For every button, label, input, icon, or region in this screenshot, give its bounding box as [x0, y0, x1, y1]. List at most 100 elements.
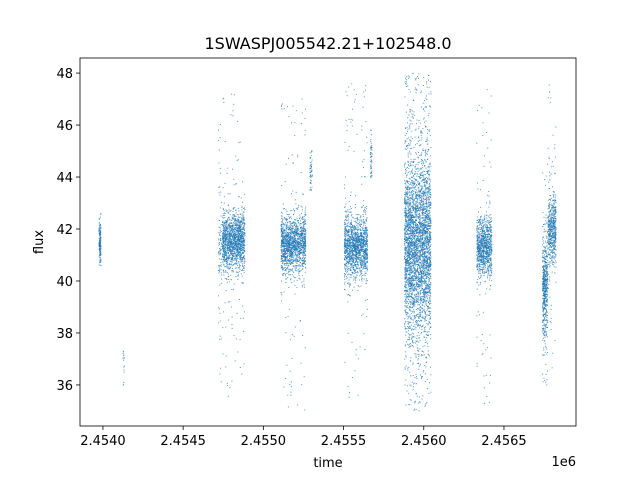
data-point	[354, 269, 356, 271]
data-point	[350, 258, 352, 260]
data-point	[347, 260, 349, 262]
data-point	[364, 222, 366, 224]
data-point	[287, 249, 289, 251]
data-point	[231, 254, 233, 256]
data-point	[220, 262, 222, 264]
data-point	[300, 205, 302, 207]
data-point	[224, 244, 225, 246]
data-point	[235, 219, 237, 220]
data-point	[363, 236, 365, 237]
data-point	[238, 254, 239, 256]
data-point	[362, 227, 364, 229]
data-point	[405, 219, 407, 221]
data-point	[219, 269, 221, 271]
data-point	[352, 251, 354, 253]
data-point	[364, 275, 366, 277]
data-point	[367, 257, 369, 259]
data-point	[359, 239, 361, 241]
data-point	[231, 243, 233, 245]
data-point	[305, 267, 307, 269]
data-point	[222, 224, 223, 226]
data-point	[239, 235, 241, 237]
data-point	[236, 229, 238, 231]
data-point	[347, 220, 349, 222]
data-point	[218, 254, 220, 256]
data-point	[353, 276, 355, 278]
data-point	[98, 218, 100, 220]
data-point	[345, 269, 347, 271]
data-point	[344, 252, 346, 253]
data-point	[99, 245, 101, 247]
data-point	[285, 247, 287, 249]
data-point	[357, 394, 359, 396]
data-point	[297, 251, 299, 253]
data-point	[353, 260, 355, 262]
data-point	[344, 281, 346, 283]
data-point	[242, 238, 244, 240]
data-point	[222, 238, 224, 239]
data-point	[347, 250, 348, 252]
data-point	[353, 240, 355, 242]
data-point	[291, 256, 293, 257]
data-point	[231, 246, 233, 248]
data-point	[347, 385, 349, 387]
data-point	[302, 246, 303, 248]
data-point	[288, 264, 290, 266]
data-point	[299, 238, 301, 240]
data-point	[291, 253, 293, 255]
data-point	[291, 238, 293, 240]
data-point	[295, 244, 297, 246]
data-point	[98, 248, 100, 250]
data-point	[361, 261, 363, 263]
data-point	[219, 137, 221, 139]
data-point	[348, 273, 350, 275]
data-point	[358, 247, 360, 249]
data-point	[361, 183, 363, 185]
data-point	[233, 258, 235, 260]
data-point	[349, 283, 351, 285]
data-point	[296, 223, 298, 225]
data-point	[289, 244, 291, 246]
data-point	[304, 409, 306, 411]
data-point	[224, 217, 226, 219]
data-point	[233, 288, 234, 290]
data-point	[363, 262, 365, 264]
data-point	[284, 240, 286, 242]
data-point	[241, 249, 243, 251]
data-point	[219, 249, 221, 251]
data-point	[302, 221, 304, 223]
data-point	[230, 225, 232, 227]
data-point	[288, 229, 290, 230]
data-point	[352, 237, 354, 239]
data-point	[351, 237, 353, 239]
data-point	[350, 251, 352, 253]
data-point	[355, 242, 357, 244]
data-point	[237, 278, 239, 280]
data-point	[350, 223, 352, 224]
data-point	[228, 222, 230, 224]
data-point	[224, 223, 226, 225]
data-point	[222, 220, 224, 222]
data-point	[289, 249, 291, 251]
data-point	[230, 261, 232, 263]
data-point	[355, 226, 356, 228]
data-point	[227, 233, 229, 235]
data-point	[239, 247, 241, 249]
data-point	[349, 242, 351, 243]
data-point	[300, 265, 302, 267]
data-point	[428, 242, 430, 244]
data-point	[293, 210, 295, 211]
data-point	[291, 224, 292, 226]
data-point	[235, 222, 237, 224]
data-point	[366, 268, 368, 270]
data-point	[424, 301, 426, 303]
data-point	[295, 248, 296, 250]
data-point	[226, 243, 228, 245]
data-point	[293, 248, 295, 250]
data-point	[298, 232, 300, 234]
data-point	[356, 257, 358, 259]
data-point	[230, 240, 232, 242]
data-point	[99, 228, 101, 230]
data-point	[298, 205, 300, 206]
data-point	[225, 248, 226, 250]
